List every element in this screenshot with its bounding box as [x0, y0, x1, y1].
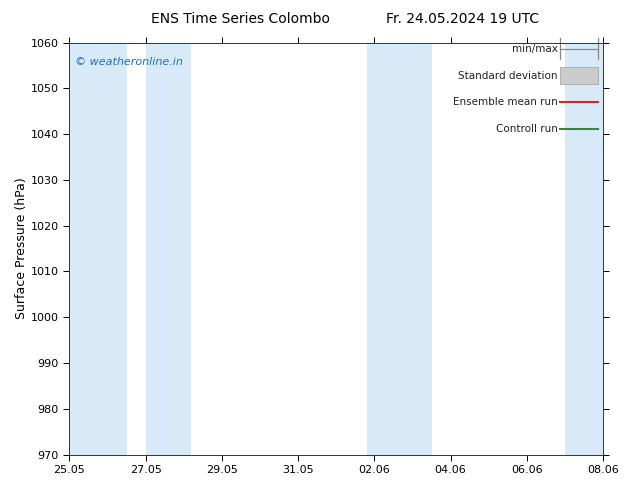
Text: Controll run: Controll run: [496, 124, 558, 134]
Text: Ensemble mean run: Ensemble mean run: [453, 98, 558, 107]
Bar: [146, 43, 191, 455]
Text: min/max: min/max: [512, 44, 558, 54]
Title: ENS Time Series Colombo      Fr. 24.05.2024 19 UTC: ENS Time Series Colombo Fr. 24.05.2024 1…: [0, 489, 1, 490]
Bar: [560, 67, 598, 84]
Text: Standard deviation: Standard deviation: [458, 71, 558, 80]
Text: Fr. 24.05.2024 19 UTC: Fr. 24.05.2024 19 UTC: [386, 12, 540, 26]
Y-axis label: Surface Pressure (hPa): Surface Pressure (hPa): [15, 178, 28, 319]
Text: © weatheronline.in: © weatheronline.in: [75, 57, 183, 67]
Bar: [366, 43, 432, 455]
Bar: [69, 43, 127, 455]
Text: ENS Time Series Colombo: ENS Time Series Colombo: [152, 12, 330, 26]
Bar: [565, 43, 603, 455]
